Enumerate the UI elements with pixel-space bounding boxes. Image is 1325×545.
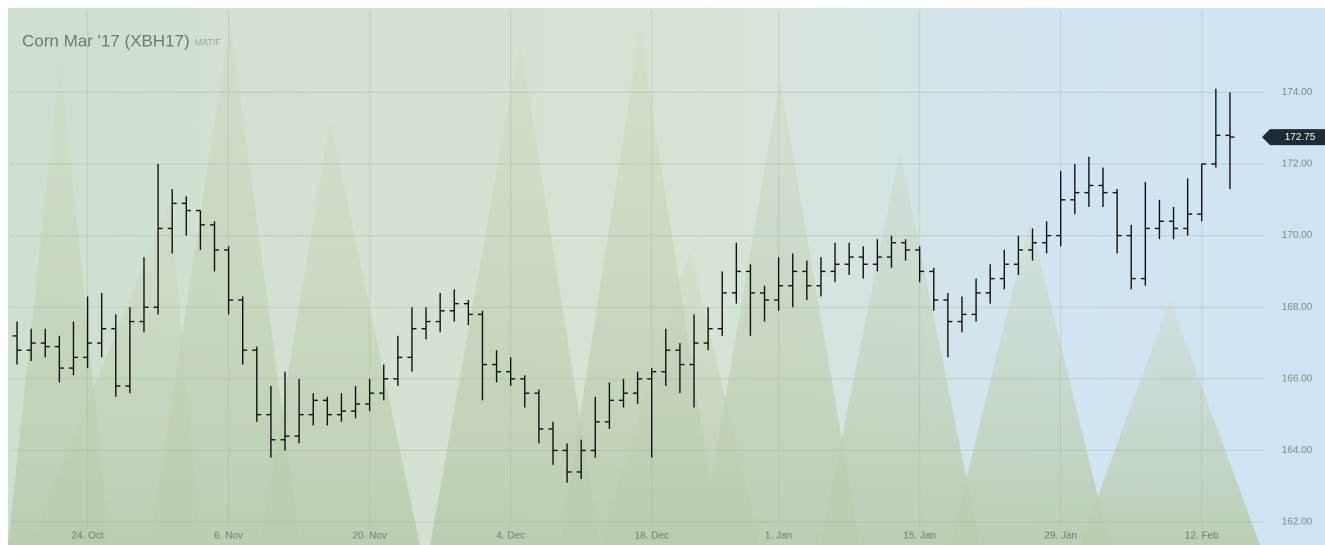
x-tick-label: 29. Jan: [1044, 531, 1077, 542]
x-tick-label: 20. Nov: [352, 531, 386, 542]
chart-title: Corn Mar '17 (XBH17): [22, 31, 190, 50]
y-tick-label: 172.00: [1282, 159, 1313, 170]
chart-subtitle: MATIF: [195, 37, 222, 47]
x-tick-label: 12. Feb: [1185, 531, 1219, 542]
y-tick-label: 166.00: [1282, 373, 1313, 384]
y-tick-label: 162.00: [1282, 517, 1313, 528]
x-tick-label: 15. Jan: [903, 531, 936, 542]
y-tick-label: 170.00: [1282, 230, 1313, 241]
y-tick-label: 164.00: [1282, 445, 1313, 456]
x-tick-label: 6. Nov: [214, 531, 243, 542]
last-price-flag: [1262, 129, 1325, 146]
y-tick-label: 168.00: [1282, 302, 1313, 313]
x-tick-label: 18. Dec: [634, 531, 668, 542]
y-tick-label: 174.00: [1282, 87, 1313, 98]
last-price-label: 172.75: [1285, 132, 1316, 143]
x-tick-label: 4. Dec: [496, 531, 525, 542]
x-tick-label: 1. Jan: [765, 531, 792, 542]
x-tick-label: 24. Oct: [71, 531, 103, 542]
corn-leaves: [8, 20, 1260, 545]
